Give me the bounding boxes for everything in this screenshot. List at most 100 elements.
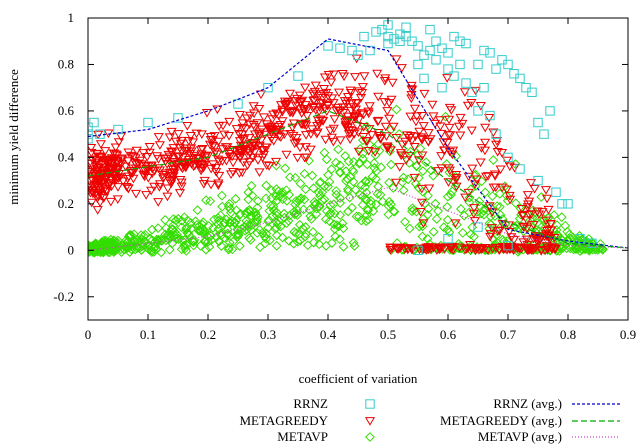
legend-entry: METAGREEDY	[239, 413, 376, 428]
data-point	[455, 131, 466, 141]
data-point	[315, 115, 326, 125]
data-point	[359, 31, 369, 42]
data-point	[279, 212, 290, 223]
x-tick-label: 0	[85, 327, 92, 342]
data-point	[439, 146, 450, 156]
data-point	[442, 138, 453, 148]
data-point	[430, 198, 441, 209]
data-point	[543, 205, 554, 215]
data-point	[345, 86, 356, 96]
data-point	[502, 195, 513, 206]
data-point	[543, 225, 554, 235]
data-point	[469, 244, 481, 253]
data-point	[284, 108, 296, 118]
data-point	[146, 247, 157, 258]
data-point	[254, 128, 265, 138]
data-point	[471, 175, 482, 185]
data-point	[88, 181, 95, 191]
data-point	[485, 230, 496, 239]
data-point	[395, 29, 405, 39]
data-point	[112, 195, 123, 204]
data-point	[234, 169, 245, 178]
data-point	[234, 241, 245, 251]
data-point	[88, 148, 97, 158]
data-point	[335, 136, 346, 145]
data-point	[450, 181, 461, 192]
data-point	[321, 107, 332, 117]
legend-entry: RRNZ	[293, 396, 375, 411]
data-point	[335, 160, 345, 171]
data-point	[189, 235, 200, 245]
data-point	[234, 152, 246, 162]
data-point	[349, 241, 360, 251]
data-point	[320, 135, 331, 145]
data-point	[261, 143, 272, 153]
data-point	[481, 172, 492, 182]
data-point	[338, 223, 349, 234]
data-point	[333, 144, 344, 155]
data-point	[106, 238, 117, 249]
data-point	[490, 243, 502, 253]
data-point	[325, 207, 336, 218]
data-point	[386, 142, 397, 153]
data-point	[112, 157, 123, 167]
plot-border	[87, 17, 629, 321]
data-point	[480, 123, 491, 133]
data-point	[423, 129, 434, 138]
data-point	[163, 150, 174, 160]
data-point	[473, 106, 483, 116]
data-point	[295, 235, 306, 246]
data-point	[300, 131, 312, 140]
data-point	[266, 134, 277, 144]
data-point	[213, 179, 224, 189]
data-point	[355, 94, 367, 103]
data-point	[453, 122, 464, 132]
data-point	[365, 45, 375, 56]
data-point	[109, 238, 120, 249]
data-point	[312, 122, 323, 131]
legend-entry: METAGREEDY (avg.)	[440, 413, 620, 428]
data-point	[225, 204, 236, 214]
data-point	[443, 178, 454, 187]
data-point	[388, 122, 399, 132]
data-point	[444, 115, 455, 125]
data-point	[361, 194, 372, 205]
data-point	[238, 135, 250, 145]
data-point	[223, 244, 234, 255]
data-point	[373, 116, 384, 126]
data-point	[222, 224, 233, 235]
data-point	[88, 242, 95, 253]
data-point	[509, 163, 520, 173]
data-point	[516, 204, 528, 214]
data-point	[335, 43, 345, 53]
data-point	[342, 173, 353, 184]
data-point	[273, 111, 284, 121]
data-point	[170, 137, 181, 147]
data-point	[423, 190, 433, 201]
data-point	[385, 245, 396, 255]
data-point	[233, 225, 244, 235]
data-point	[353, 128, 364, 138]
data-point	[353, 50, 363, 60]
data-point	[184, 149, 196, 159]
data-point	[298, 104, 310, 114]
data-point	[277, 107, 288, 117]
data-point	[405, 112, 416, 122]
data-point	[212, 105, 223, 115]
data-point	[115, 132, 127, 142]
data-point	[437, 82, 447, 93]
data-point	[415, 143, 426, 154]
data-point	[546, 243, 557, 252]
data-point	[282, 99, 293, 109]
data-point	[307, 170, 318, 181]
data-point	[444, 123, 455, 133]
data-point	[485, 110, 495, 121]
data-point	[503, 221, 515, 231]
data-point	[513, 244, 525, 254]
data-point	[575, 246, 585, 257]
data-point	[494, 226, 505, 236]
data-point	[209, 214, 220, 225]
data-point	[231, 125, 242, 134]
data-point	[205, 196, 216, 207]
data-point	[301, 153, 312, 163]
